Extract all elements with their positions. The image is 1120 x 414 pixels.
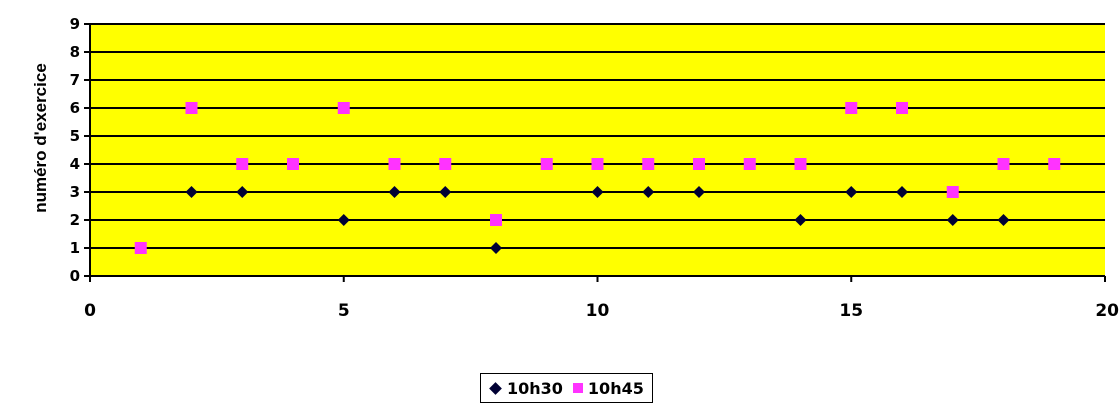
point-10h30-x3 <box>236 186 249 198</box>
point-10h30-x11 <box>642 186 655 198</box>
point-10h30-x12 <box>693 186 705 198</box>
axes <box>84 23 1106 282</box>
point-10h45-x5 <box>337 102 350 114</box>
legend-item-series-2: 10h45 <box>572 378 644 398</box>
y-tick-label-2: 2 <box>70 211 80 229</box>
point-10h45-x16 <box>896 102 908 114</box>
x-tick-label-20: 20 <box>1095 301 1119 321</box>
x-tick-label-5: 5 <box>338 301 350 321</box>
point-10h30-x6 <box>388 186 401 198</box>
tick-labels: 0 1 2 3 4 5 6 7 8 9 0 5 10 15 20 <box>70 15 1120 321</box>
legend: 10h30 10h45 <box>480 373 653 403</box>
diamond-marker-icon <box>489 381 502 395</box>
point-10h30-x8 <box>490 242 502 254</box>
legend-label-series-2: 10h45 <box>587 378 644 398</box>
y-tick-label-4: 4 <box>70 155 80 173</box>
point-10h45-x11 <box>642 158 655 170</box>
y-axis-title: numéro d'exercice <box>31 63 50 213</box>
point-10h30-x2 <box>185 186 198 198</box>
y-tick-label-8: 8 <box>70 43 80 61</box>
point-10h45-x18 <box>997 158 1010 170</box>
point-10h30-x16 <box>896 186 908 198</box>
point-10h45-x3 <box>236 158 249 170</box>
point-10h45-x6 <box>388 158 401 170</box>
y-tick-label-5: 5 <box>70 127 80 145</box>
y-tick-label-7: 7 <box>70 71 80 89</box>
point-10h45-x14 <box>794 158 807 170</box>
point-10h45-x17 <box>946 186 959 198</box>
square-marker-icon <box>572 383 583 393</box>
point-10h30-x18 <box>997 214 1010 226</box>
point-10h45-x7 <box>439 158 452 170</box>
y-tick-label-6: 6 <box>70 99 80 117</box>
point-10h45-x4 <box>287 158 299 170</box>
point-10h45-x12 <box>693 158 705 170</box>
x-tick-label-10: 10 <box>586 301 610 321</box>
x-tick-label-15: 15 <box>839 301 863 321</box>
point-10h45-x1 <box>134 242 147 254</box>
legend-item-series-1: 10h30 <box>489 379 563 398</box>
point-10h45-x10 <box>591 158 604 170</box>
plot-area <box>90 24 1105 276</box>
point-10h45-x13 <box>743 158 756 170</box>
point-10h45-x2 <box>185 102 198 114</box>
point-10h45-x8 <box>490 214 502 226</box>
point-10h30-x14 <box>794 214 807 226</box>
y-tick-label-3: 3 <box>70 183 80 201</box>
y-tick-label-0: 0 <box>70 267 80 285</box>
point-10h45-x19 <box>1048 158 1061 170</box>
legend-label-series-1: 10h30 <box>507 378 563 398</box>
x-tick-label-0: 0 <box>84 301 96 321</box>
point-10h30-x7 <box>439 186 452 198</box>
point-10h30-x15 <box>845 186 858 198</box>
point-10h30-x17 <box>946 214 959 226</box>
point-10h30-x10 <box>591 186 604 198</box>
point-10h45-x15 <box>845 102 858 114</box>
point-10h30-x5 <box>337 214 350 226</box>
y-tick-label-1: 1 <box>70 239 80 257</box>
point-10h45-x9 <box>540 158 553 170</box>
y-tick-label-9: 9 <box>70 15 80 33</box>
data-points <box>134 102 1061 254</box>
gridlines <box>90 23 1105 249</box>
